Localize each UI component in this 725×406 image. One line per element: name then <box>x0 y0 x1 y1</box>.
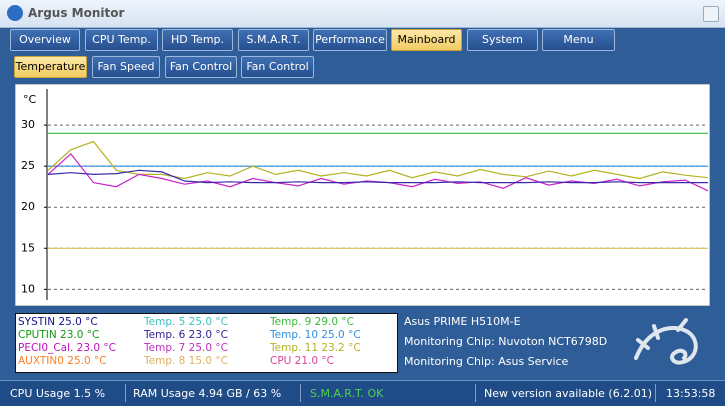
sensor-reading: Temp. 5 25.0 °C <box>144 316 228 328</box>
sensor-reading: Temp. 9 29.0 °C <box>270 316 354 328</box>
sensor-reading: Temp. 10 25.0 °C <box>270 329 361 341</box>
sub-tab[interactable]: Temperature <box>14 56 87 78</box>
separator <box>655 384 656 402</box>
chart-background <box>15 84 710 306</box>
main-tab[interactable]: Mainboard <box>391 29 462 51</box>
sensor-reading: CPU 21.0 °C <box>270 355 334 367</box>
info-line: Monitoring Chip: Nuvoton NCT6798D <box>404 335 607 348</box>
y-axis-label: °C <box>23 93 37 106</box>
sub-tab[interactable]: Fan Control <box>165 56 237 78</box>
sensor-reading: Temp. 11 23.2 °C <box>270 342 361 354</box>
sensor-reading: Temp. 7 25.0 °C <box>144 342 228 354</box>
ram-usage: RAM Usage 4.94 GB / 63 % <box>133 387 281 400</box>
chart: °C 30 25 20 15 10 <box>15 84 710 306</box>
main-tab[interactable]: Overview <box>10 29 80 51</box>
sensor-reading: Temp. 8 15.0 °C <box>144 355 228 367</box>
y-tick-label: 20 <box>21 200 35 213</box>
sub-tab[interactable]: Fan Speed <box>92 56 160 78</box>
info-line: Asus PRIME H510M-E <box>404 315 521 328</box>
readings-box: SYSTIN 25.0 °CCPUTIN 23.0 °CPECI0_Cal. 2… <box>15 313 398 373</box>
update-notice[interactable]: New version available (6.2.01) <box>484 387 652 400</box>
main-tab[interactable]: HD Temp. <box>162 29 233 51</box>
sub-tab[interactable]: Fan Control <box>241 56 314 78</box>
main-tab[interactable]: CPU Temp. <box>85 29 158 51</box>
main-tab[interactable]: Menu <box>542 29 615 51</box>
y-tick-label: 25 <box>21 159 35 172</box>
clock: 13:53:58 <box>666 387 715 400</box>
status-bar: CPU Usage 1.5 % RAM Usage 4.94 GB / 63 %… <box>0 380 725 406</box>
cpu-usage: CPU Usage 1.5 % <box>10 387 105 400</box>
main-tab[interactable]: System <box>467 29 538 51</box>
window-title: Argus Monitor <box>28 6 124 20</box>
app-icon <box>7 5 23 21</box>
smart-status: S.M.A.R.T. OK <box>310 387 383 400</box>
title-bar: Argus Monitor <box>0 0 725 28</box>
sensor-reading: PECI0_Cal. 23.0 °C <box>18 342 116 354</box>
main-tab[interactable]: S.M.A.R.T. <box>238 29 309 51</box>
main-tab[interactable]: Performance <box>313 29 387 51</box>
y-tick-label: 15 <box>21 241 35 254</box>
sensor-reading: AUXTIN0 25.0 °C <box>18 355 107 367</box>
y-tick-label: 30 <box>21 118 35 131</box>
logo <box>628 318 708 374</box>
separator <box>125 384 126 402</box>
separator <box>300 384 301 402</box>
sensor-reading: SYSTIN 25.0 °C <box>18 316 98 328</box>
y-tick-label: 10 <box>21 282 35 295</box>
close-button[interactable] <box>703 6 719 22</box>
sensor-reading: CPUTIN 23.0 °C <box>18 329 99 341</box>
sensor-reading: Temp. 6 23.0 °C <box>144 329 228 341</box>
info-line: Monitoring Chip: Asus Service <box>404 355 568 368</box>
separator <box>475 384 476 402</box>
